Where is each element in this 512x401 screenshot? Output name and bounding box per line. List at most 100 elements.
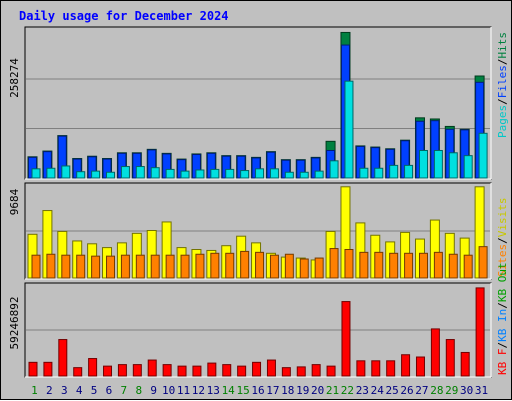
legend-entry-2: Files [496,65,509,98]
legend-entry-0: Pages [496,105,509,138]
legend-bot-text: KB F/KB In/KB Out [496,262,509,375]
bar-sites-day-11 [180,254,190,279]
bar-pages-day-5 [91,170,101,179]
bar-pages-day-23 [359,167,369,179]
x-axis-day-labels: 1 2 3 4 5 6 7 8 9 10 11 12 13 14 15 16 17 18 19 20 21 22 23 24 2… [31,384,488,397]
day-label-20: 20 [311,384,324,397]
bar-kbytes-day-15 [237,365,247,377]
legend-entry-1: / [496,342,509,349]
legend-entry-0: Sites [496,244,509,277]
bar-kbytes-day-7 [117,364,127,377]
day-label-14: 14 [222,384,236,397]
bar-sites-day-27 [418,252,428,279]
day-label-22: 22 [341,384,354,397]
bar-kbytes-day-30 [460,351,470,377]
day-label-1: 1 [31,384,38,397]
bar-kbytes-day-5 [88,358,98,377]
y-max-label-hits: 258274 [8,58,21,98]
bar-sites-day-16 [255,251,265,279]
bar-pages-day-31 [478,132,488,179]
bar-sites-day-7 [120,254,130,279]
chart-panel-1 [24,26,492,180]
day-label-27: 27 [415,384,428,397]
bar-sites-day-21 [329,248,339,279]
bar-kbytes-day-6 [103,365,113,377]
bar-kbytes-day-21 [326,365,336,377]
day-label-12: 12 [192,384,205,397]
bar-kbytes-day-17 [266,359,276,377]
bar-kbytes-day-19 [296,366,306,377]
day-label-23: 23 [356,384,369,397]
day-label-2: 2 [46,384,53,397]
bar-sites-day-1 [31,254,41,279]
legend-visits-sites: Sites/Visits [496,198,509,278]
bar-pages-day-10 [165,168,175,179]
bar-pages-day-9 [150,167,160,179]
bar-sites-day-10 [165,254,175,279]
bar-pages-day-26 [404,164,414,179]
bar-pages-day-18 [284,171,294,179]
bar-sites-day-20 [314,257,324,279]
day-label-11: 11 [177,384,190,397]
bar-sites-day-25 [389,252,399,279]
bar-kbytes-day-20 [311,364,321,377]
day-label-17: 17 [266,384,279,397]
bar-sites-day-30 [463,254,473,279]
bar-sites-day-15 [240,250,250,279]
bar-kbytes-day-16 [252,361,262,377]
bar-sites-day-22 [344,248,354,279]
chart-bars [27,31,488,377]
legend-kbytes: KB F/KB In/KB Out [496,262,509,375]
bar-pages-day-14 [225,168,235,179]
bar-kbytes-day-14 [222,364,232,377]
legend-entry-2: Visits [496,198,509,238]
bar-pages-day-8 [135,166,145,179]
bar-pages-day-22 [344,80,354,179]
bar-kbytes-day-8 [132,364,142,377]
legend-entry-0: KB F [496,349,509,376]
bar-kbytes-day-31 [475,287,485,377]
bar-pages-day-30 [463,155,473,179]
bar-sites-day-31 [478,246,488,279]
bar-kbytes-day-4 [73,367,83,377]
bar-kbytes-day-22 [341,301,351,377]
bar-kbytes-day-27 [415,356,425,377]
bar-kbytes-day-26 [401,354,411,377]
day-label-24: 24 [371,384,385,397]
bar-pages-day-20 [314,170,324,179]
bar-pages-day-12 [195,169,205,179]
bar-pages-day-29 [448,152,458,179]
bar-kbytes-day-24 [371,360,381,377]
bar-sites-day-29 [448,253,458,279]
day-label-7: 7 [121,384,128,397]
day-label-21: 21 [326,384,339,397]
day-label-4: 4 [76,384,83,397]
bar-kbytes-day-3 [58,339,68,377]
bar-pages-day-25 [389,164,399,179]
day-label-31: 31 [475,384,488,397]
legend-hits-files-pages: Pages/Files/Hits [496,32,509,138]
legend-entry-3: / [496,59,509,66]
bar-kbytes-day-29 [445,339,455,377]
bar-kbytes-day-25 [386,360,396,377]
bar-pages-day-6 [106,171,116,179]
bar-pages-day-27 [418,149,428,179]
legend-entry-4: KB Out [496,262,509,302]
bar-sites-day-14 [225,252,235,279]
bar-sites-day-6 [106,255,116,279]
bar-sites-day-3 [61,254,71,279]
bar-sites-day-8 [135,254,145,279]
bar-pages-day-1 [31,168,41,179]
bar-pages-day-2 [46,167,56,179]
bar-kbytes-day-23 [356,360,366,377]
bar-pages-day-24 [374,167,384,179]
bar-sites-day-2 [46,253,56,279]
bar-pages-day-4 [76,171,86,179]
day-label-16: 16 [251,384,264,397]
day-label-25: 25 [386,384,399,397]
y-max-label-kbytes: 59246892 [8,297,21,350]
bar-pages-day-16 [255,168,265,179]
day-label-15: 15 [236,384,249,397]
